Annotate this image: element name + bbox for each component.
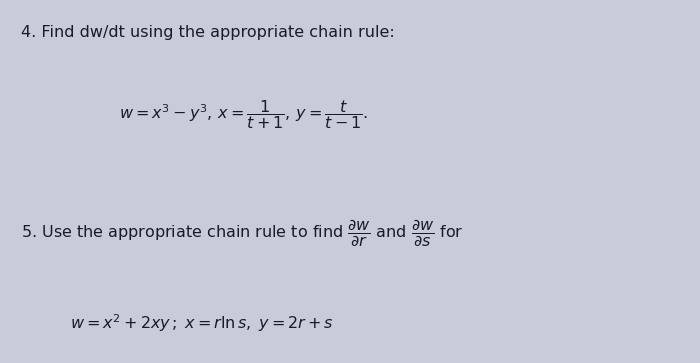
Text: $w = x^2 + 2xy\,;\; x = r\ln s,\; y = 2r + s$: $w = x^2 + 2xy\,;\; x = r\ln s,\; y = 2r… xyxy=(70,312,334,334)
Text: 5. Use the appropriate chain rule to find $\dfrac{\partial w}{\partial r}$ and $: 5. Use the appropriate chain rule to fin… xyxy=(21,218,463,249)
Text: $w = x^3 - y^3,\, x = \dfrac{1}{t+1},\, y = \dfrac{t}{t-1}.$: $w = x^3 - y^3,\, x = \dfrac{1}{t+1},\, … xyxy=(119,98,368,131)
Text: 4. Find dw/dt using the appropriate chain rule:: 4. Find dw/dt using the appropriate chai… xyxy=(21,25,395,40)
